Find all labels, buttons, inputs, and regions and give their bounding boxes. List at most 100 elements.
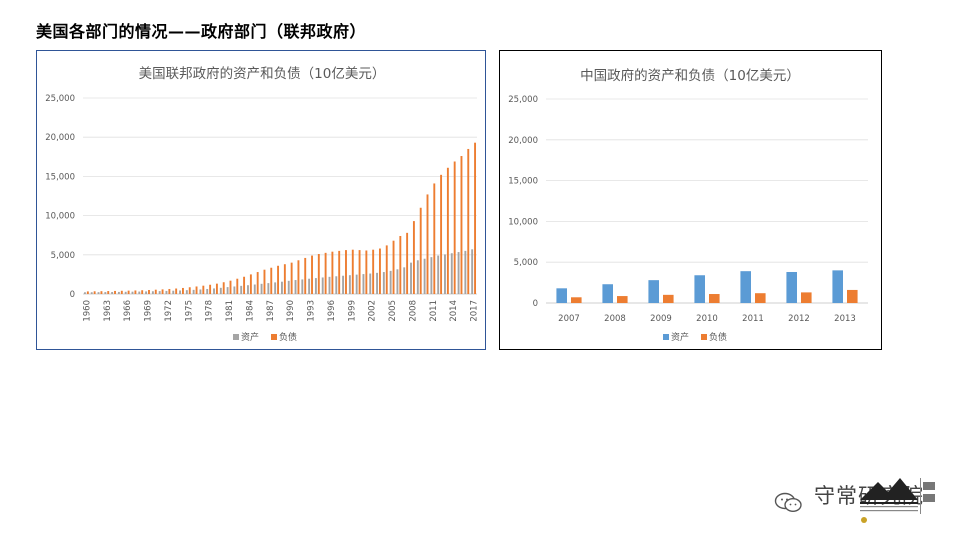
asset-bar	[213, 288, 215, 294]
liability-bar	[365, 250, 368, 294]
asset-bar	[301, 279, 304, 294]
asset-bar	[172, 290, 175, 294]
liability-bar	[467, 148, 470, 294]
liability-bar	[182, 287, 184, 294]
x-tick-label: 2014	[449, 300, 459, 322]
chart-title: 中国政府的资产和负债（10亿美元）	[580, 68, 800, 84]
x-tick-label: 2007	[558, 314, 580, 324]
y-tick-label: 25,000	[508, 95, 538, 105]
asset-bar	[165, 290, 168, 294]
liability-bar	[433, 183, 436, 294]
asset-bar	[444, 254, 446, 294]
asset-bar	[832, 270, 843, 303]
liability-bar	[460, 156, 463, 294]
liability-bar	[202, 285, 205, 294]
asset-bar	[145, 291, 148, 294]
asset-bar	[179, 290, 181, 294]
x-tick-label: 1963	[103, 300, 113, 322]
asset-bar	[158, 291, 161, 294]
liability-bar	[270, 267, 273, 294]
liability-bar	[236, 278, 239, 294]
asset-bar	[694, 275, 705, 303]
asset-bar	[410, 262, 412, 294]
asset-bar	[403, 267, 406, 294]
asset-bar	[240, 285, 243, 294]
legend-label: 负债	[279, 331, 297, 343]
mountain-logo-icon	[860, 478, 935, 523]
liability-bar	[249, 274, 252, 294]
china-government-chart: 中国政府的资产和负债（10亿美元） 0 5,000 10,000 15,000 20,00…	[499, 50, 882, 350]
asset-bar	[131, 291, 134, 294]
asset-bar	[602, 284, 613, 303]
x-tick-label: 1999	[347, 300, 357, 322]
asset-bar	[369, 273, 372, 294]
liability-bar	[120, 290, 123, 294]
liability-bar	[277, 265, 280, 294]
legend-swatch	[233, 334, 239, 340]
y-tick-label: 25,000	[45, 94, 75, 104]
asset-bar	[111, 292, 114, 294]
us-federal-chart-svg: 美国联邦政府的资产和负债（10亿美元） 0 5,000 10,000 15,000 20,…	[45, 66, 480, 343]
liability-bar	[331, 251, 334, 294]
liability-bar	[168, 288, 171, 294]
asset-bar	[280, 281, 283, 294]
asset-bar	[97, 292, 100, 294]
liability-bar	[304, 257, 307, 294]
liability-bar	[154, 289, 157, 294]
liability-bar	[392, 240, 395, 294]
brand-footer: 守常研究院	[740, 470, 940, 530]
liability-bar	[215, 283, 218, 294]
asset-bar	[396, 269, 399, 294]
x-tick-label: 1990	[286, 300, 296, 322]
asset-bar	[117, 291, 120, 294]
y-tick-label: 20,000	[45, 133, 75, 143]
x-tick-label: 2011	[429, 300, 439, 322]
y-tick-label: 15,000	[45, 172, 75, 182]
asset-bar	[90, 292, 93, 294]
asset-bar	[199, 289, 202, 294]
liability-bar	[195, 286, 198, 294]
chart-title: 美国联邦政府的资产和负债（10亿美元）	[139, 66, 386, 82]
x-tick-label: 2017	[470, 300, 480, 322]
asset-bar	[321, 277, 324, 294]
asset-bar	[287, 280, 290, 294]
x-tick-label: 2010	[696, 314, 718, 324]
liability-bar	[148, 290, 150, 294]
x-tick-label: 2008	[408, 300, 418, 322]
liability-bar	[419, 207, 422, 294]
page-title: 美国各部门的情况——政府部门（联邦政府）	[36, 22, 367, 41]
asset-bar	[648, 280, 659, 303]
liability-bar	[426, 194, 429, 294]
asset-bar	[274, 282, 277, 294]
liability-bar	[571, 297, 582, 303]
x-tick-label: 1975	[184, 300, 194, 322]
liability-bar	[358, 250, 361, 294]
asset-bar	[740, 271, 751, 303]
asset-bar	[226, 287, 229, 294]
asset-bar	[376, 272, 378, 294]
x-tick-label: 1969	[144, 300, 154, 322]
legend-label: 资产	[241, 331, 259, 343]
liability-bar	[412, 221, 415, 294]
liability-bar	[617, 296, 628, 303]
liability-bar	[209, 284, 212, 294]
liability-bar	[175, 288, 178, 294]
asset-bar	[430, 257, 433, 294]
asset-bar	[247, 285, 249, 294]
liability-bar	[351, 249, 354, 294]
x-tick-label: 1966	[123, 300, 133, 322]
x-tick-label: 2009	[650, 314, 672, 324]
liability-bar	[86, 291, 89, 294]
liability-bar	[243, 276, 246, 294]
liability-bar	[229, 280, 232, 294]
liability-bar	[107, 291, 110, 294]
y-tick-label: 10,000	[45, 212, 75, 222]
liability-bar	[290, 262, 293, 294]
asset-bar	[355, 274, 358, 294]
legend-swatch	[663, 334, 669, 340]
liability-bar	[134, 290, 137, 294]
asset-bar	[104, 292, 107, 294]
y-tick-label: 10,000	[508, 217, 538, 227]
asset-bar	[335, 276, 338, 294]
x-tick-label: 2012	[788, 314, 810, 324]
